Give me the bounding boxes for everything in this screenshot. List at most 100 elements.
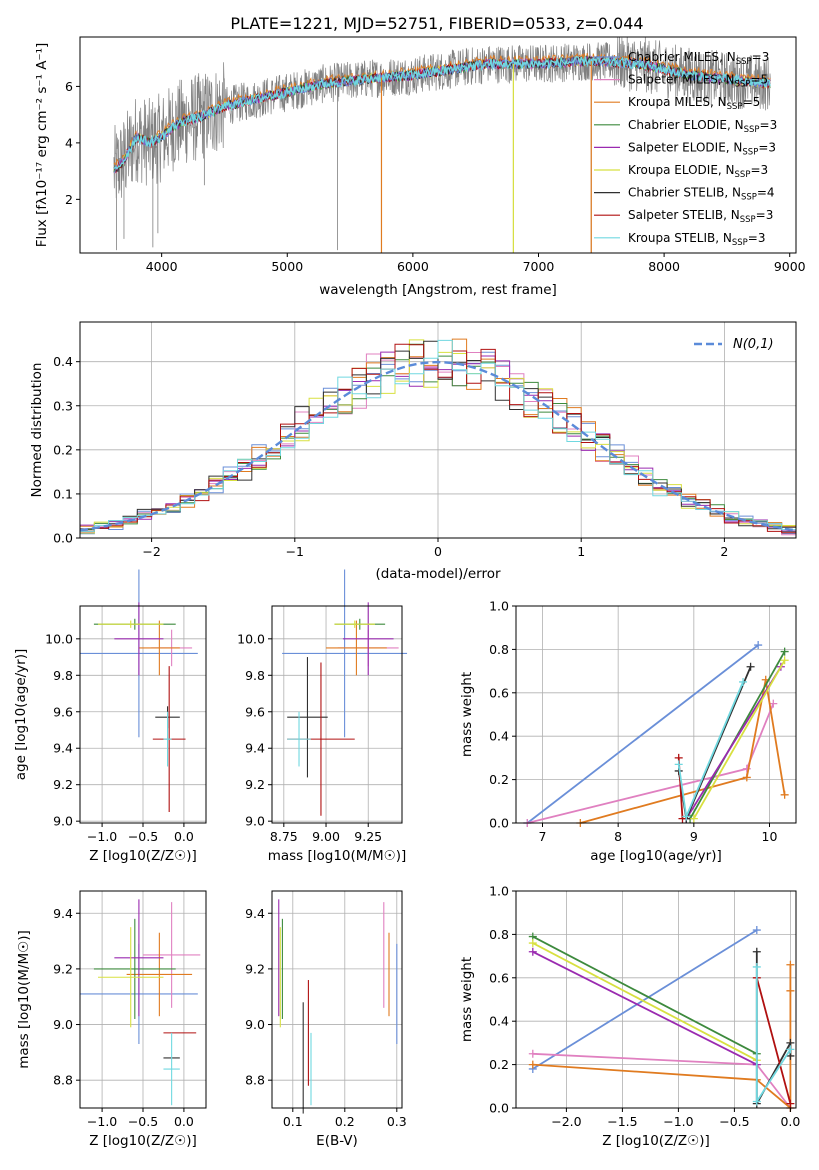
y-tick-label: 9.6 (53, 704, 73, 719)
point-marker (752, 1097, 761, 1106)
y-tick-label: 10.0 (237, 631, 265, 646)
point-marker (682, 812, 691, 821)
y-tick-label: 9.6 (245, 704, 265, 719)
legend-entry: Chabrier ELODIE, NSSP=3 (628, 118, 777, 135)
y-tick-label: 9.0 (53, 814, 73, 829)
x-tick-label: 9.25 (354, 829, 382, 844)
point-marker (780, 656, 789, 665)
legend-sub: SSP (727, 102, 743, 112)
y-axis-label: Flux [fλ10⁻¹⁷ erg cm⁻² s⁻¹ A⁻¹] (34, 43, 50, 248)
y-tick-label: 0.4 (53, 354, 73, 369)
x-axis-label: mass [log10(M/M☉)] (268, 848, 407, 864)
y-tick-label: 6 (65, 79, 73, 94)
point-marker (742, 773, 751, 782)
y-tick-label: 9.2 (53, 777, 73, 792)
y-tick-label: 9.2 (53, 961, 73, 976)
x-axis-label: (data-model)/error (375, 566, 501, 582)
y-tick-label: 1.0 (489, 884, 509, 899)
y-tick-label: 0.8 (489, 927, 509, 942)
y-tick-label: 9.0 (245, 1017, 265, 1032)
point-marker (746, 662, 755, 671)
x-tick-label: 0.0 (780, 1114, 800, 1129)
legend-count: =3 (756, 208, 774, 222)
legend-sub: SSP (735, 80, 751, 90)
y-axis-label: mass [log10(M/M☉)] (16, 930, 32, 1069)
legend-sub: SSP (736, 57, 752, 67)
residual-histogram-panel: −2 −1 0 1 2 0.0 0.1 0.2 0.3 0.4 (data-model)/error… (29, 321, 797, 582)
legend-count: =5 (743, 95, 761, 109)
legend-count: =3 (760, 118, 778, 132)
series-line (755, 951, 792, 1105)
spectrum-lines (113, 37, 772, 253)
y-tick-label: 10.0 (45, 631, 73, 646)
legend-sub: SSP (740, 215, 756, 225)
x-axis-label: Z [log10(Z/Z☉)] (89, 848, 197, 864)
legend-entry: Kroupa ELODIE, NSSP=3 (628, 163, 768, 180)
y-tick-label: 9.4 (245, 741, 265, 756)
point-marker (780, 790, 789, 799)
y-tick-label: 9.0 (245, 814, 265, 829)
mass-vs-ebv-panel: 0.1 0.2 0.3 8.8 9.0 9.2 9.4 E(B-V) (245, 890, 407, 1149)
axes-frame (515, 890, 797, 1109)
legend-sub: SSP (744, 125, 760, 135)
y-tick-label: 2 (65, 192, 73, 207)
y-tick-label: 9.4 (53, 741, 73, 756)
age-vs-mass-panel: 8.75 9.00 9.25 9.0 9.2 9.4 9.6 9.8 10.0 mass [log… (237, 569, 408, 864)
x-tick-label: 9 (690, 829, 698, 844)
legend-count: =3 (750, 163, 768, 177)
y-tick-label: 0.2 (53, 442, 73, 457)
legend-sub: SSP (732, 238, 748, 248)
series-line (685, 666, 782, 820)
x-tick-label: 7000 (523, 259, 555, 274)
massweight-vs-z-panel: −2.0 −1.5 −1.0 −0.5 0.0 0.0 0.2 0.4 0.6 0.8 1.0 Z [… (459, 884, 800, 1150)
x-tick-label: 10 (762, 829, 778, 844)
y-tick-label: 9.2 (245, 777, 265, 792)
y-axis-label: mass weight (459, 957, 475, 1042)
y-tick-label: 9.0 (53, 1017, 73, 1032)
histograms (80, 338, 796, 536)
massweight-vs-age-panel: 7 8 9 10 0.0 0.2 0.4 0.6 0.8 1.0 age [log10(age/yr… (459, 599, 797, 864)
legend-count: =3 (752, 50, 770, 64)
x-tick-label: 9000 (774, 259, 806, 274)
axes-frame (79, 36, 797, 254)
x-tick-label: 6000 (397, 259, 429, 274)
legend-count: =4 (757, 186, 775, 200)
y-tick-label: 0.6 (489, 685, 509, 700)
legend-entry: Salpeter MILES, NSSP=5 (628, 73, 768, 90)
legend-count: =3 (758, 140, 776, 154)
axes-frame (515, 605, 797, 824)
x-tick-label: 9.00 (312, 829, 340, 844)
point-marker (528, 947, 537, 956)
age-vs-z-panel: −1.0 −0.5 0.0 9.0 9.2 9.4 9.6 9.8 10.0 Z [log10(Z… (13, 569, 207, 864)
point-marker (752, 947, 761, 956)
point-marker (528, 1049, 537, 1058)
y-tick-label: 9.2 (245, 961, 265, 976)
y-axis-label: mass weight (459, 672, 475, 757)
point-marker (752, 926, 761, 935)
legend-count: =3 (748, 231, 766, 245)
x-tick-label: 5000 (271, 259, 303, 274)
legend-sub: SSP (741, 193, 757, 203)
point-marker (754, 641, 763, 650)
y-tick-label: 1.0 (489, 599, 509, 614)
legend-count: =5 (750, 73, 768, 87)
x-tick-label: 7 (539, 829, 547, 844)
spectrum-model-line (113, 55, 771, 170)
legend-sub: SSP (742, 147, 758, 157)
series-line (580, 679, 786, 824)
y-tick-label: 8.8 (245, 1073, 265, 1088)
series-line (527, 703, 775, 824)
mass-vs-z-panel: −1.0 −0.5 0.0 8.8 9.0 9.2 9.4 Z [log10(Z/Z☉)] ma… (16, 890, 207, 1149)
x-tick-label: 4000 (146, 259, 178, 274)
y-tick-label: 8.8 (53, 1073, 73, 1088)
y-tick-label: 0.3 (53, 398, 73, 413)
y-tick-label: 4 (65, 135, 73, 150)
series-line (532, 964, 792, 1110)
x-tick-label: 0.2 (335, 1114, 355, 1129)
point-marker (780, 647, 789, 656)
figure-title: PLATE=1221, MJD=52751, FIBERID=0533, z=0… (230, 14, 643, 33)
point-marker (528, 1060, 537, 1069)
x-tick-label: −0.5 (128, 1114, 158, 1129)
point-marker (689, 814, 698, 823)
